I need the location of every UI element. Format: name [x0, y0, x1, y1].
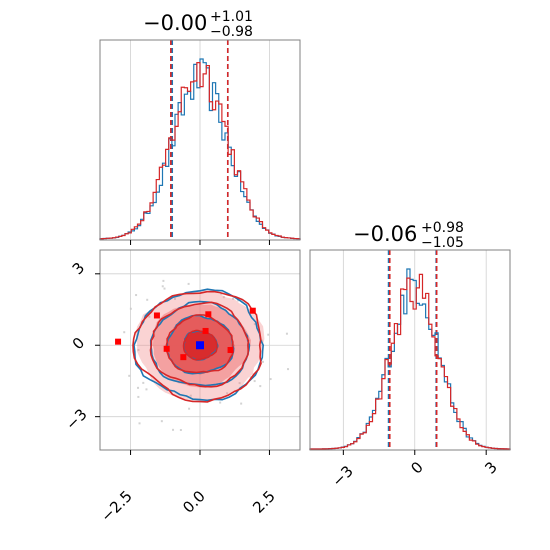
- cz-sample: [123, 331, 126, 334]
- cz-sample: [173, 297, 176, 300]
- cz-sample: [163, 287, 166, 290]
- contour-y-tick-labels: 3 0 −3: [62, 259, 90, 434]
- cz-sample: [179, 429, 182, 432]
- cz-truth-point-6: [153, 312, 160, 319]
- cz-sample: [253, 323, 256, 326]
- contour-level-lines: [132, 288, 265, 403]
- cz-truth-point-8: [115, 338, 122, 345]
- hist-x-series: [99, 58, 301, 240]
- hy-tick-label-3: 3: [481, 458, 500, 477]
- cz-sample: [267, 333, 270, 336]
- cz-sample: [188, 407, 191, 410]
- cz-sample: [261, 360, 264, 363]
- cz-sample: [285, 332, 288, 335]
- cz-contour-red-3: [132, 290, 262, 403]
- hist-x-title-upper: +1.01: [210, 9, 253, 25]
- hy-tick-label-neg3: −3: [328, 462, 356, 490]
- cz-truth-point-1: [205, 311, 212, 318]
- cz-truth-point-4: [163, 345, 170, 352]
- hist-x-quantile-lines: [170, 40, 229, 240]
- hy-tick-label-0: 0: [407, 458, 426, 477]
- hist-y-title-upper: +0.98: [421, 220, 464, 236]
- cz-truth-point-3: [180, 354, 187, 361]
- cz-sample: [222, 296, 225, 299]
- cz-sample: [142, 381, 145, 384]
- hist-y-panel: −0.06 +0.98 −1.05: [309, 220, 511, 455]
- cz-sample: [137, 386, 140, 389]
- cz-sample: [269, 378, 272, 381]
- hist-y-tick-marks: [342, 450, 487, 455]
- x-tick-label-2.5: 2.5: [249, 487, 279, 517]
- cz-truth-point-7: [249, 307, 256, 314]
- cz-sample: [231, 297, 234, 300]
- cz-sample: [137, 395, 140, 398]
- cz-sample: [161, 285, 164, 288]
- hist-y-quantile-lines: [387, 250, 438, 450]
- cz-sample: [138, 422, 141, 425]
- hist-y-title-median: −0.06: [353, 222, 417, 246]
- cz-sample: [146, 298, 149, 301]
- contour-x-tick-labels: −2.5 0.0 2.5: [97, 487, 278, 525]
- hx-series-red: [99, 62, 301, 240]
- cz-truth-point-0: [196, 341, 204, 350]
- cz-sample: [220, 292, 223, 295]
- contour-tick-marks: [95, 273, 270, 455]
- contour-panel: [95, 249, 301, 455]
- x-tick-label-0.0: 0.0: [179, 487, 209, 517]
- cz-contour-red-2: [149, 301, 250, 388]
- cz-sample: [160, 420, 163, 423]
- cz-sample: [253, 380, 256, 383]
- cz-sample: [287, 368, 290, 371]
- cz-sample: [162, 279, 165, 282]
- cz-sample: [129, 307, 132, 310]
- hist-x-title-median: −0.00: [143, 11, 207, 35]
- cz-sample: [148, 315, 151, 318]
- contour-truth-points: [115, 307, 256, 361]
- cz-sample: [189, 394, 192, 397]
- cz-sample: [238, 382, 241, 385]
- hist-y-gridlines: [342, 250, 487, 450]
- cz-sample: [187, 282, 190, 285]
- cz-sample: [172, 428, 175, 431]
- cz-sample: [240, 402, 243, 405]
- hist-x-panel: −0.00 +1.01 −0.98: [99, 9, 301, 245]
- y-tick-label-0: 0: [69, 334, 88, 353]
- cz-sample: [135, 294, 138, 297]
- cz-sample: [137, 348, 140, 351]
- hist-y-frame: [309, 249, 511, 451]
- cz-sample: [236, 299, 239, 302]
- hist-y-series: [309, 268, 511, 450]
- cz-contour-red-1: [165, 314, 234, 374]
- hy-series-red: [309, 273, 511, 450]
- hist-x-tick-marks: [130, 240, 270, 245]
- hist-x-title-lower: −0.98: [210, 24, 253, 40]
- cz-sample: [145, 388, 148, 391]
- hist-y-x-tick-labels: −3 0 3: [328, 458, 500, 490]
- x-tick-label-neg2.5: −2.5: [97, 487, 135, 525]
- cz-truth-point-2: [202, 327, 209, 334]
- cz-truth-point-5: [227, 347, 234, 353]
- y-tick-label-neg3: −3: [62, 405, 90, 433]
- cz-sample: [226, 392, 229, 395]
- cz-sample: [259, 385, 262, 388]
- cz-sample: [128, 374, 131, 377]
- hist-y-title-lower: −1.05: [421, 235, 464, 251]
- y-tick-label-3: 3: [69, 259, 88, 278]
- cz-sample: [219, 401, 222, 404]
